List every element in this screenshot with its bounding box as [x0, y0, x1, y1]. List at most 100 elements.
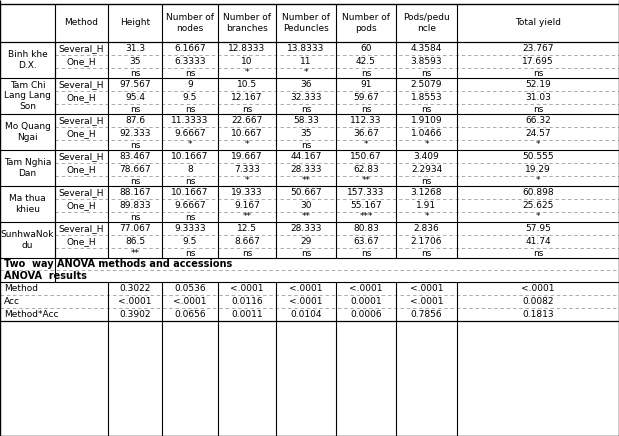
- Text: 0.0656: 0.0656: [174, 310, 206, 319]
- Text: ns: ns: [361, 249, 371, 258]
- Text: 0.0082: 0.0082: [522, 297, 554, 306]
- Text: Method: Method: [64, 18, 98, 27]
- Text: ns: ns: [422, 105, 431, 113]
- Text: ns: ns: [130, 177, 140, 185]
- Text: 42.5: 42.5: [356, 57, 376, 66]
- Text: 32.333: 32.333: [290, 93, 322, 102]
- Text: *: *: [245, 140, 249, 150]
- Text: ns: ns: [130, 68, 140, 78]
- Text: 35: 35: [129, 57, 141, 66]
- Text: ns: ns: [361, 105, 371, 113]
- Text: Number of
branches: Number of branches: [223, 14, 271, 33]
- Text: 86.5: 86.5: [125, 237, 145, 246]
- Text: 2.836: 2.836: [413, 224, 439, 233]
- Text: Tam Chi
Lang Lang
Son: Tam Chi Lang Lang Son: [4, 81, 51, 111]
- Text: 11: 11: [300, 57, 312, 66]
- Text: 88.167: 88.167: [119, 188, 151, 197]
- Text: ns: ns: [361, 68, 371, 78]
- Text: **: **: [301, 212, 311, 221]
- Text: Several_H: Several_H: [59, 152, 104, 161]
- Text: 52.19: 52.19: [525, 80, 551, 89]
- Text: **: **: [361, 177, 371, 185]
- Text: 1.91: 1.91: [417, 201, 436, 210]
- Text: *: *: [304, 68, 308, 78]
- Text: ns: ns: [422, 249, 431, 258]
- Text: Two  way ANOVA methods and accessions: Two way ANOVA methods and accessions: [4, 259, 232, 269]
- Text: 112.33: 112.33: [350, 116, 382, 125]
- Text: 1.9109: 1.9109: [410, 116, 443, 125]
- Text: <.0001: <.0001: [289, 284, 322, 293]
- Text: 13.8333: 13.8333: [287, 44, 325, 53]
- Text: <.0001: <.0001: [410, 297, 443, 306]
- Text: 6.3333: 6.3333: [174, 57, 206, 66]
- Text: 3.1268: 3.1268: [411, 188, 442, 197]
- Text: **: **: [131, 249, 139, 258]
- Text: Tam Nghia
Dan: Tam Nghia Dan: [4, 158, 51, 178]
- Text: One_H: One_H: [67, 237, 97, 246]
- Text: 83.467: 83.467: [119, 152, 151, 161]
- Text: 66.32: 66.32: [525, 116, 551, 125]
- Text: <.0001: <.0001: [230, 284, 264, 293]
- Text: 0.0011: 0.0011: [231, 310, 263, 319]
- Text: 31.03: 31.03: [525, 93, 551, 102]
- Text: *: *: [364, 140, 368, 150]
- Text: Several_H: Several_H: [59, 224, 104, 233]
- Text: ns: ns: [242, 249, 252, 258]
- Text: ns: ns: [533, 249, 543, 258]
- Text: 0.0001: 0.0001: [350, 297, 382, 306]
- Text: 3.8593: 3.8593: [410, 57, 443, 66]
- Text: 0.0006: 0.0006: [350, 310, 382, 319]
- Text: 0.0104: 0.0104: [290, 310, 322, 319]
- Text: 30: 30: [300, 201, 312, 210]
- Text: 78.667: 78.667: [119, 165, 151, 174]
- Text: 36.67: 36.67: [353, 129, 379, 138]
- Text: ns: ns: [185, 212, 195, 221]
- Text: 9.6667: 9.6667: [174, 129, 206, 138]
- Text: 29: 29: [300, 237, 312, 246]
- Text: 11.3333: 11.3333: [171, 116, 209, 125]
- Text: 44.167: 44.167: [290, 152, 322, 161]
- Text: **: **: [243, 212, 251, 221]
- Text: ns: ns: [130, 105, 140, 113]
- Text: Pods/pedu
ncle: Pods/pedu ncle: [403, 14, 450, 33]
- Text: 10.1667: 10.1667: [171, 188, 209, 197]
- Text: Height: Height: [120, 18, 150, 27]
- Text: 9.3333: 9.3333: [174, 224, 206, 233]
- Text: 58.33: 58.33: [293, 116, 319, 125]
- Text: 0.3902: 0.3902: [119, 310, 151, 319]
- Text: *: *: [424, 140, 429, 150]
- Text: Binh khe
D.X.: Binh khe D.X.: [7, 50, 48, 70]
- Text: 10.667: 10.667: [231, 129, 263, 138]
- Text: Number of
pods: Number of pods: [342, 14, 390, 33]
- Text: 17.695: 17.695: [522, 57, 554, 66]
- Text: 24.57: 24.57: [525, 129, 551, 138]
- Text: SunhwaNok
du: SunhwaNok du: [1, 230, 54, 250]
- Text: *: *: [536, 140, 540, 150]
- Text: ns: ns: [422, 68, 431, 78]
- Text: 12.5: 12.5: [237, 224, 257, 233]
- Text: 10.5: 10.5: [237, 80, 257, 89]
- Text: 89.833: 89.833: [119, 201, 151, 210]
- Text: Method: Method: [4, 284, 38, 293]
- Text: 9.6667: 9.6667: [174, 201, 206, 210]
- Text: *: *: [536, 177, 540, 185]
- Text: <.0001: <.0001: [349, 284, 383, 293]
- Text: One_H: One_H: [67, 201, 97, 210]
- Text: 4.3584: 4.3584: [411, 44, 442, 53]
- Text: 10: 10: [241, 57, 253, 66]
- Text: 35: 35: [300, 129, 312, 138]
- Text: 19.29: 19.29: [525, 165, 551, 174]
- Text: 50.555: 50.555: [522, 152, 554, 161]
- Text: ns: ns: [301, 140, 311, 150]
- Text: *: *: [424, 212, 429, 221]
- Text: 12.167: 12.167: [232, 93, 262, 102]
- Text: 63.67: 63.67: [353, 237, 379, 246]
- Text: **: **: [301, 177, 311, 185]
- Text: ns: ns: [185, 68, 195, 78]
- Text: ns: ns: [185, 177, 195, 185]
- Text: 3.409: 3.409: [413, 152, 439, 161]
- Text: Total yield: Total yield: [515, 18, 561, 27]
- Text: One_H: One_H: [67, 165, 97, 174]
- Text: ns: ns: [185, 105, 195, 113]
- Text: 19.333: 19.333: [231, 188, 263, 197]
